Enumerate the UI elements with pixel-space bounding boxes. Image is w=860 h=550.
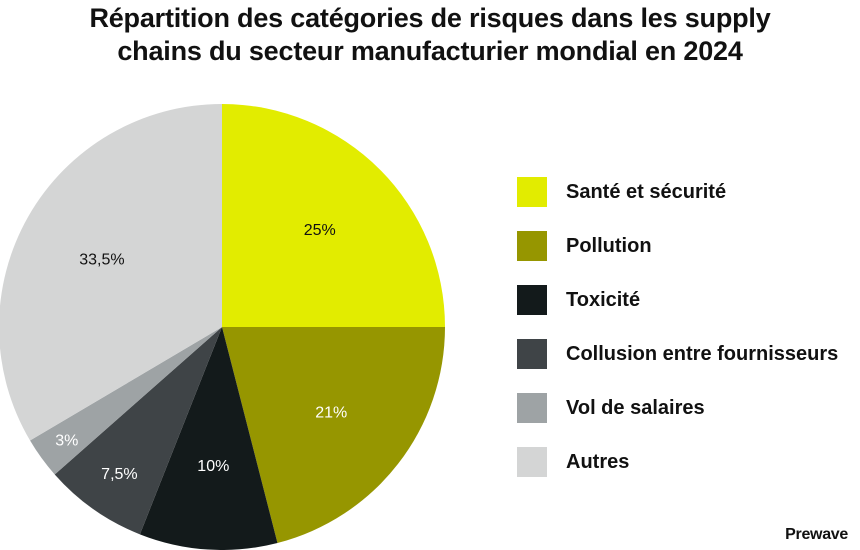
- pie-label-toxicite: 10%: [197, 458, 229, 475]
- chart-title-line-1: Répartition des catégories de risques da…: [89, 3, 771, 33]
- legend-swatch: [517, 393, 547, 423]
- legend-swatch: [517, 231, 547, 261]
- chart-title: Répartition des catégories de risques da…: [0, 2, 860, 68]
- pie-label-sante-et-securite: 25%: [304, 222, 336, 239]
- pie-label-collusion-entre-fournisseurs: 7,5%: [101, 466, 137, 483]
- pie-label-pollution: 21%: [315, 405, 347, 422]
- legend-swatch: [517, 339, 547, 369]
- legend-label: Pollution: [566, 235, 652, 257]
- legend-swatch: [517, 285, 547, 315]
- pie-slice-pollution: [222, 327, 445, 543]
- pie-slice-collusion-entre-fournisseurs: [54, 327, 222, 535]
- legend-label: Toxicité: [566, 289, 641, 311]
- brand-logo: Prewave: [785, 526, 848, 543]
- legend-label: Collusion entre fournisseurs: [566, 343, 839, 365]
- pie-slice-sante-et-securite: [222, 104, 445, 327]
- legend-label: Vol de salaires: [566, 397, 705, 419]
- legend-swatch: [517, 447, 547, 477]
- pie-slice-autres: [0, 104, 222, 441]
- legend-swatch: [517, 177, 547, 207]
- pie-label-vol-de-salaires: 3%: [55, 433, 78, 450]
- pie-slice-toxicite: [139, 327, 278, 550]
- pie-slice-vol-de-salaires: [30, 327, 222, 475]
- legend-label: Autres: [566, 451, 630, 473]
- legend-label: Santé et sécurité: [566, 181, 727, 203]
- chart-title-line-2: chains du secteur manufacturier mondial …: [117, 36, 743, 66]
- pie-label-autres: 33,5%: [79, 251, 124, 268]
